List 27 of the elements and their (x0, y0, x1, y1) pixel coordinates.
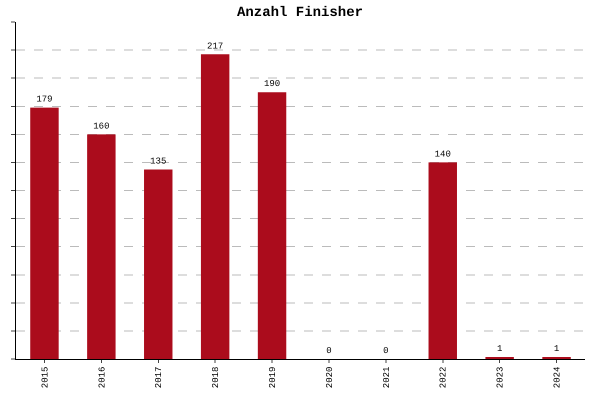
bar (87, 134, 116, 359)
data-label: 140 (434, 149, 451, 160)
data-label: 160 (93, 121, 110, 132)
data-label: 179 (36, 94, 53, 105)
x-tick-label: 2021 (382, 366, 392, 388)
x-tick-label: 2017 (154, 366, 164, 388)
data-label: 0 (383, 346, 389, 356)
bar (144, 169, 172, 359)
x-tick-label: 2015 (40, 366, 50, 388)
data-label: 0 (326, 346, 332, 356)
data-label: 135 (150, 156, 166, 166)
data-label: 1 (496, 344, 502, 354)
x-tick-label: 2022 (438, 366, 449, 388)
bar (200, 54, 230, 359)
x-tick-label: 2023 (496, 366, 506, 388)
bar (258, 92, 286, 359)
bar (428, 162, 457, 359)
data-label: 217 (207, 41, 224, 52)
data-label: 1 (554, 344, 560, 354)
x-tick-label: 2024 (552, 366, 562, 388)
x-tick-label: 2018 (211, 366, 222, 388)
chart-title: Anzahl Finisher (236, 4, 364, 21)
bar (30, 108, 59, 359)
data-label: 190 (264, 79, 280, 90)
x-tick-label: 2016 (97, 366, 108, 388)
x-tick-label: 2019 (268, 366, 278, 388)
x-tick-label: 2020 (324, 366, 335, 388)
